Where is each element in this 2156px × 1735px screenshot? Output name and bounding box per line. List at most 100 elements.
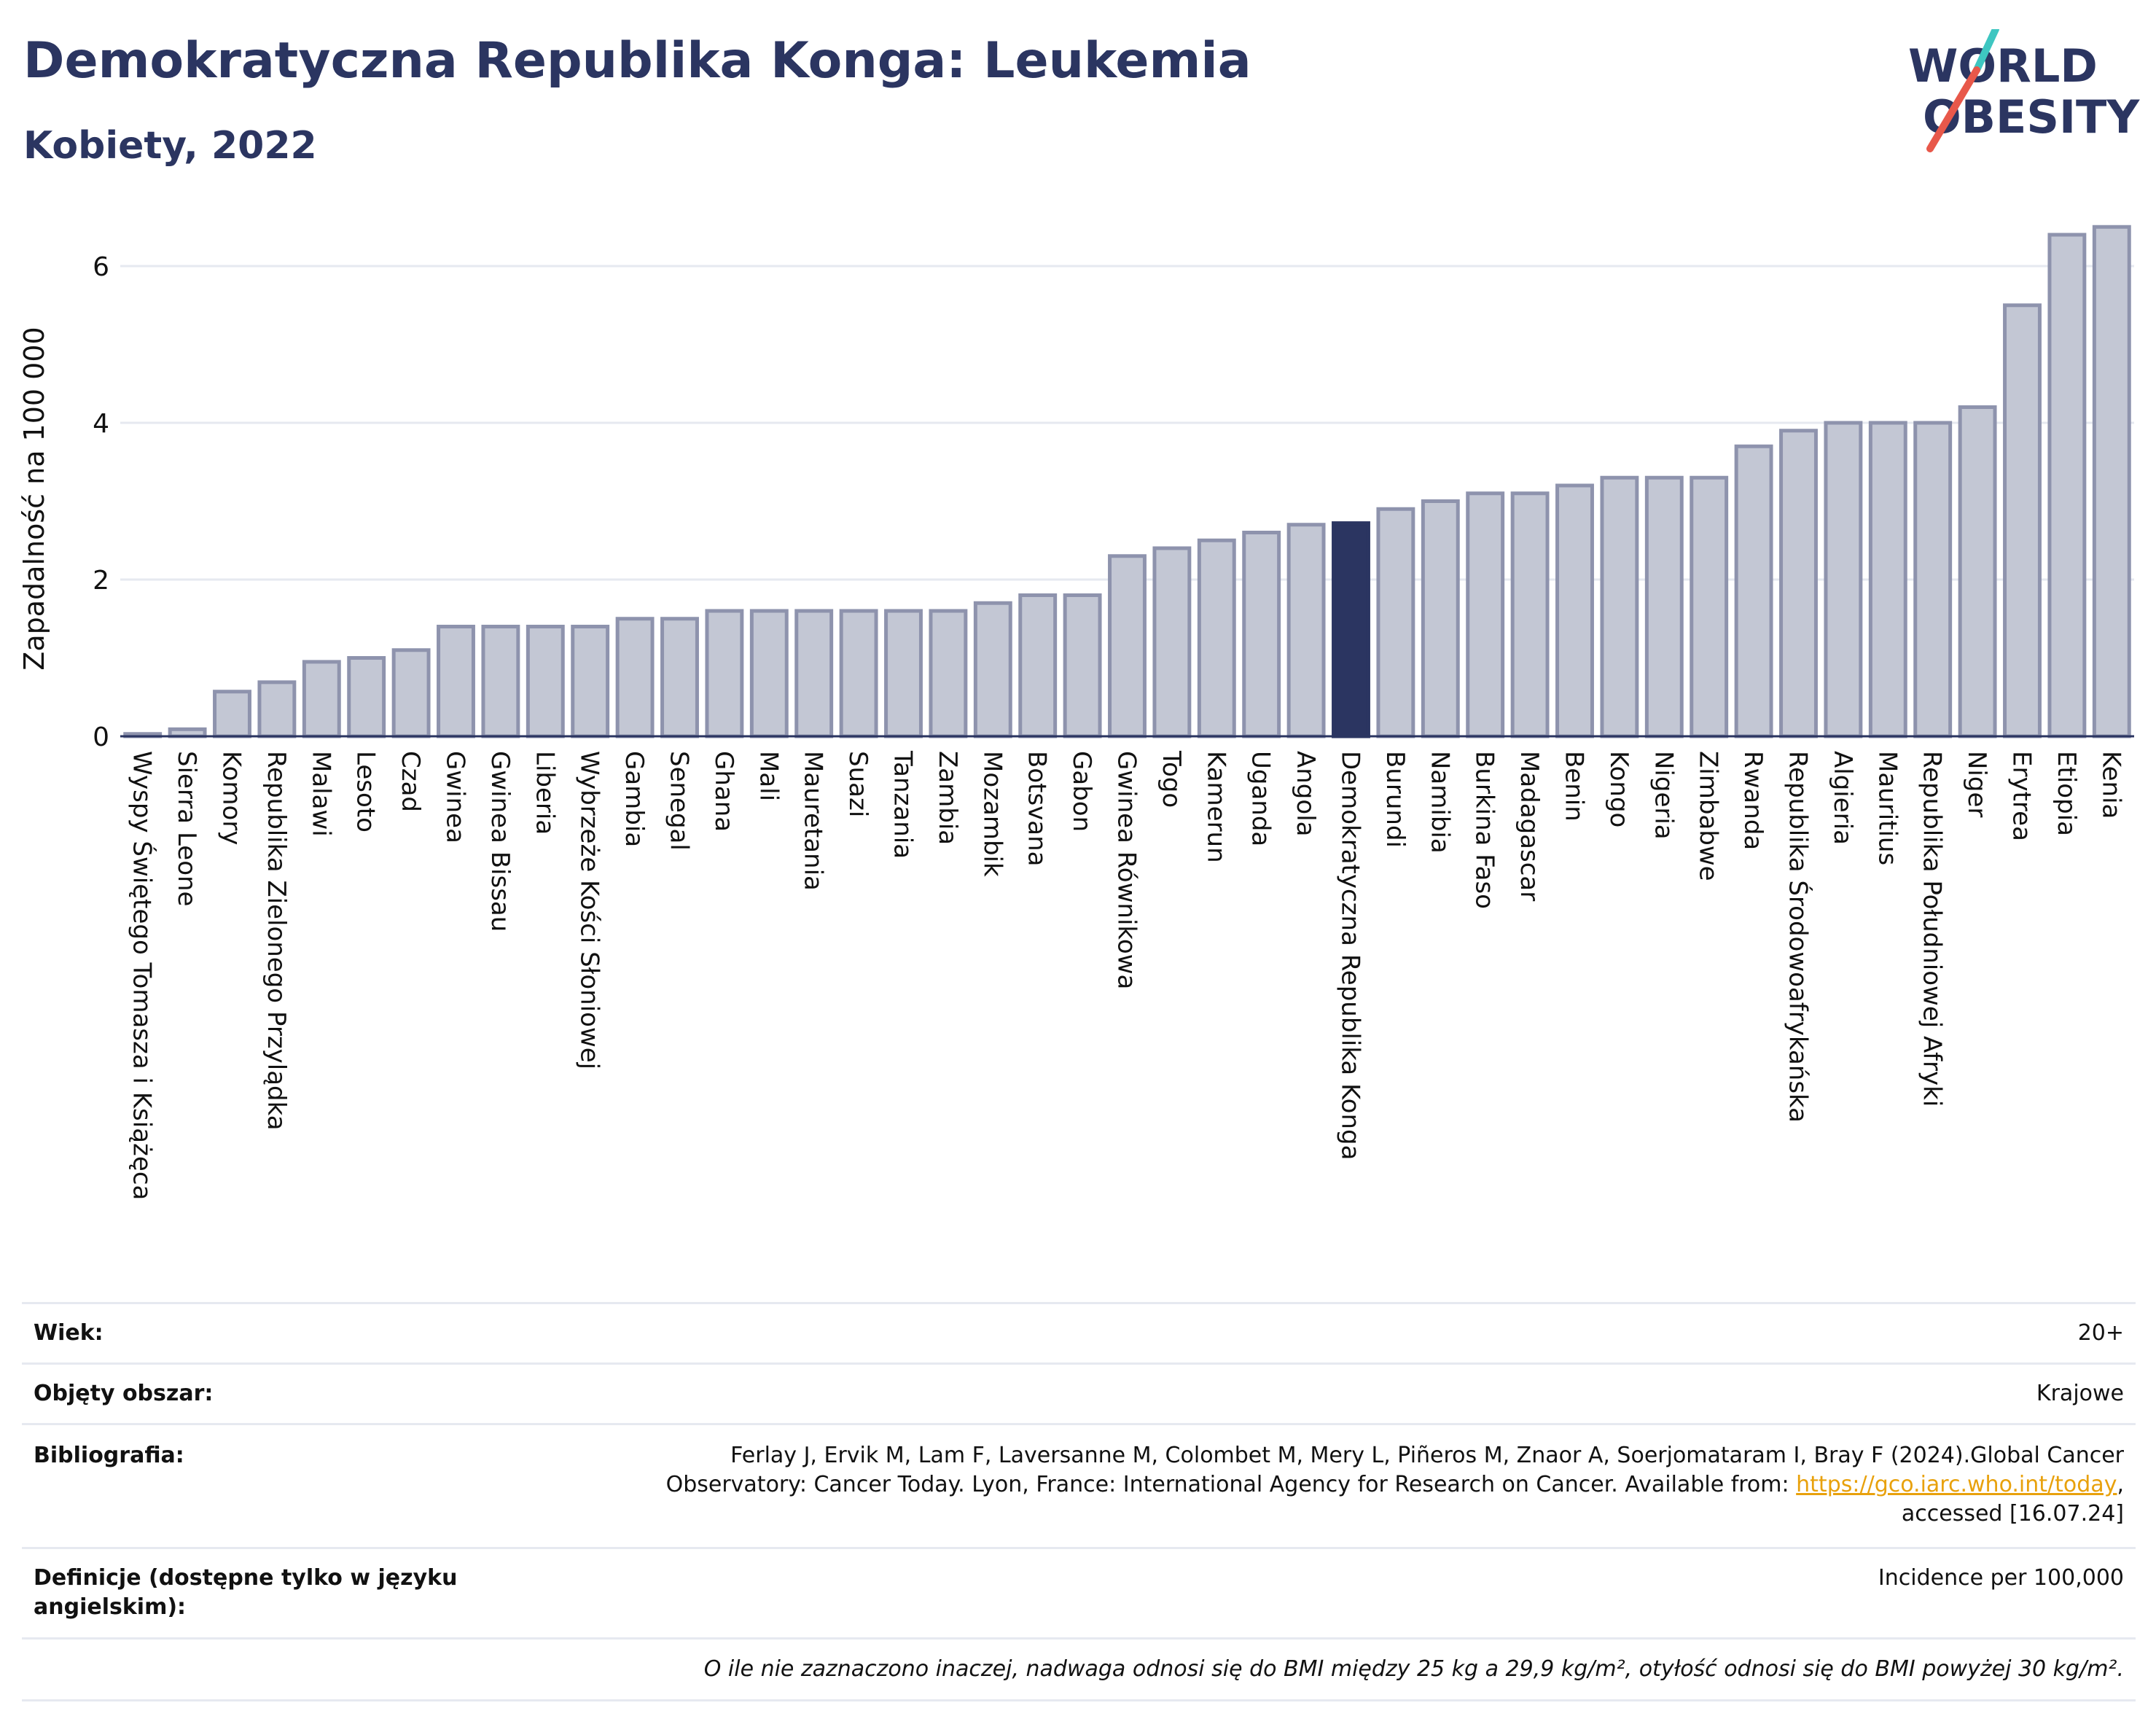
x-tick-label: Gwinea Równikowa <box>1112 751 1141 989</box>
x-tick-label: Togo <box>1157 750 1186 808</box>
x-tick-label: Czad <box>396 751 425 812</box>
meta-row-note: O ile nie zaznaczono inaczej, nadwaga od… <box>22 1637 2136 1701</box>
y-axis-ticks: 0 2 4 6 <box>93 252 109 752</box>
world-obesity-logo: WORLD OBESITY <box>1908 29 2140 152</box>
bar <box>839 609 878 738</box>
bar <box>302 660 341 738</box>
x-tick-label: Gabon <box>1067 751 1096 832</box>
bar <box>884 609 923 738</box>
bar <box>749 609 789 738</box>
bar <box>1824 421 1863 738</box>
meta-row-area: Objęty obszar: Krajowe <box>22 1362 2136 1423</box>
bar <box>1734 444 1773 738</box>
x-tick-label: Ghana <box>709 751 738 832</box>
bibliography-label: Bibliografia: <box>34 1443 184 1468</box>
bar <box>1913 421 1953 738</box>
x-tick-label: Wyspy Świętego Tomasza i Książęca <box>128 751 157 1200</box>
chart-subtitle: Kobiety, 2022 <box>23 124 317 168</box>
bar <box>1600 475 1639 738</box>
x-tick-label: Komory <box>217 751 246 845</box>
x-tick-label: Suazi <box>843 751 872 817</box>
x-tick-label: Uganda <box>1246 751 1276 846</box>
bar <box>1152 546 1192 738</box>
bibliography-link[interactable]: https://gco.iarc.who.int/today <box>1796 1472 2117 1497</box>
bar <box>347 656 386 738</box>
bar <box>1510 491 1550 738</box>
bar <box>481 625 520 738</box>
x-tick-label: Gambia <box>620 751 649 847</box>
age-value: 20+ <box>2077 1320 2124 1346</box>
x-tick-label: Zimbabwe <box>1694 751 1723 881</box>
age-label: Wiek: <box>34 1320 103 1346</box>
bar <box>1286 523 1326 738</box>
logo-slash-teal <box>1973 29 1999 74</box>
metadata-table: Wiek: 20+ Objęty obszar: Krajowe Bibliog… <box>22 1302 2136 1701</box>
x-tick-label: Wybrzeże Kości Słoniowej <box>575 751 604 1069</box>
x-axis-labels: Wyspy Świętego Tomasza i Książęca Sierra … <box>128 750 2126 1200</box>
bar <box>1018 593 1058 738</box>
bar <box>571 625 610 738</box>
x-tick-label: Mali <box>754 751 783 801</box>
bibliography-value: Ferlay J, Ervik M, Lam F, Laversanne M, … <box>666 1441 2124 1547</box>
bar <box>1063 593 1102 738</box>
meta-row-bibliography: Bibliografia: Ferlay J, Ervik M, Lam F, … <box>22 1423 2136 1547</box>
bar <box>437 625 475 738</box>
bar <box>526 625 565 738</box>
bar <box>2092 225 2131 738</box>
bar-highlighted <box>1332 521 1370 738</box>
x-tick-label: Algieria <box>1828 751 1857 845</box>
x-tick-label: Zambia <box>933 751 962 845</box>
bar <box>1779 429 1818 738</box>
bar <box>2003 303 2042 738</box>
chart-title: Demokratyczna Republika Konga: Leukemia <box>23 32 1251 90</box>
bar <box>1421 499 1460 738</box>
bar <box>1555 483 1594 738</box>
definitions-value: Incidence per 100,000 <box>1878 1565 2124 1591</box>
bar <box>1958 405 1997 738</box>
x-tick-label: Kamerun <box>1201 751 1230 863</box>
y-tick-label: 0 <box>93 722 109 752</box>
footnote: O ile nie zaznaczono inaczej, nadwaga od… <box>703 1656 2124 1682</box>
x-tick-label: Republika Środowoafrykańska <box>1784 751 1813 1123</box>
bar <box>1197 538 1236 738</box>
bibliography-line2: Observatory: Cancer Today. Lyon, France:… <box>666 1470 2124 1500</box>
x-tick-label: Liberia <box>530 751 559 835</box>
bar <box>1376 507 1415 738</box>
logo-slash-red <box>1926 66 1980 152</box>
x-tick-label: Sierra Leone <box>172 751 201 906</box>
bar <box>1644 475 1684 738</box>
bar <box>615 617 655 738</box>
bibliography-line3: accessed [16.07.24] <box>1901 1501 2124 1527</box>
bar <box>391 648 431 738</box>
x-tick-label: Erytrea <box>2007 751 2036 841</box>
bar <box>1868 421 1907 738</box>
bar <box>1466 491 1505 738</box>
x-tick-label: Mauretania <box>799 751 828 891</box>
y-tick-label: 4 <box>93 409 109 439</box>
bar <box>1108 554 1147 738</box>
x-tick-label: Kongo <box>1604 751 1633 827</box>
bar <box>705 609 744 738</box>
bibliography-line2-text: Observatory: Cancer Today. Lyon, France:… <box>665 1472 1797 1497</box>
x-tick-label: Gwinea Bissau <box>485 751 515 932</box>
x-tick-label: Botsvana <box>1023 751 1052 867</box>
meta-row-definitions: Definicje (dostępne tylko w języku angie… <box>22 1547 2136 1637</box>
x-tick-label: Lesoto <box>351 751 380 833</box>
x-tick-label: Tanzania <box>888 750 918 859</box>
x-tick-label: Niger <box>1962 751 1991 817</box>
x-tick-label: Angola <box>1291 751 1320 836</box>
x-tick-label: Kenia <box>2096 751 2125 819</box>
bar <box>1690 475 1729 738</box>
bar <box>2047 233 2087 738</box>
x-tick-label: Namibia <box>1425 751 1454 854</box>
x-tick-label: Mauritius <box>1872 751 1902 865</box>
x-tick-label: Gwinea <box>441 751 470 843</box>
bibliography-line1: Ferlay J, Ervik M, Lam F, Laversanne M, … <box>730 1443 2124 1468</box>
bar-chart: 0 2 4 6 Zapadalność na 100 000 Wyspy Święte… <box>18 225 2134 1200</box>
meta-row-age: Wiek: 20+ <box>22 1302 2136 1362</box>
area-value: Krajowe <box>2036 1381 2124 1406</box>
x-tick-label: Etiopia <box>2052 751 2081 836</box>
x-tick-label: Rwanda <box>1738 751 1768 850</box>
bars <box>123 225 2131 738</box>
definitions-label: Definicje (dostępne tylko w języku angie… <box>34 1565 458 1620</box>
